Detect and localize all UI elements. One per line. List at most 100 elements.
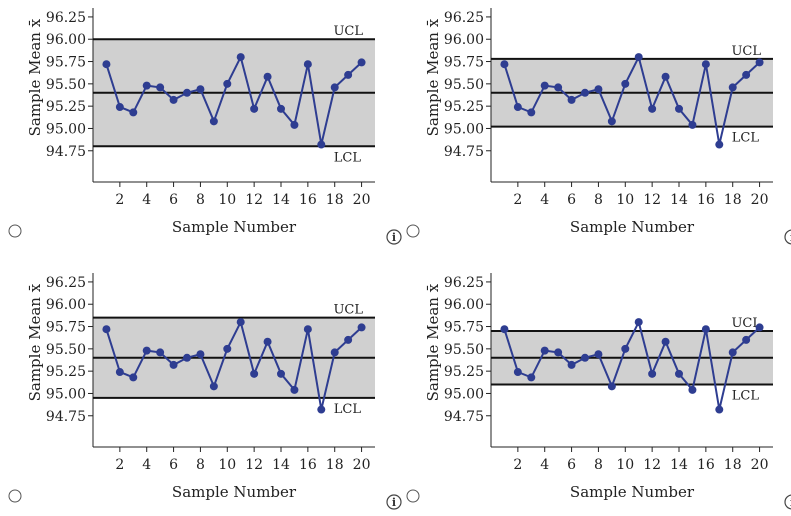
x-tick-label: 6 [169, 192, 178, 208]
x-tick-label: 10 [616, 192, 634, 208]
control-chart-4: UCL LCL 96.25 96.00 95.75 95.50 95.25 95.00 94.7… [424, 273, 773, 501]
data-point [277, 369, 285, 378]
x-tick-label: 10 [218, 192, 236, 208]
x-tick-label: 18 [326, 192, 344, 208]
data-point [688, 120, 697, 129]
y-tick-label: 95.50 [444, 342, 484, 358]
x-tick-label: 20 [353, 457, 371, 473]
data-point [236, 318, 245, 327]
info-icon[interactable]: i [386, 229, 402, 245]
data-point [357, 58, 366, 67]
x-tick-label: 8 [594, 192, 603, 208]
x-tick-label: 10 [218, 457, 236, 473]
data-point [169, 95, 178, 104]
data-point [250, 369, 259, 378]
data-point [634, 53, 643, 62]
y-tick-label: 94.75 [444, 409, 484, 425]
lcl-label: LCL [732, 389, 760, 404]
y-tick-label: 96.25 [444, 10, 484, 26]
answer-radio-1[interactable] [8, 224, 22, 238]
y-tick-label: 95.00 [444, 386, 484, 402]
info-icon-circle[interactable] [784, 494, 791, 510]
x-tick-label: 16 [697, 192, 715, 208]
answer-radio-2[interactable] [406, 224, 420, 238]
data-point [156, 83, 165, 92]
y-tick-label: 95.25 [46, 99, 86, 115]
x-tick-label: 8 [594, 457, 603, 473]
data-point [500, 325, 509, 334]
info-icon[interactable]: i [784, 494, 791, 510]
info-icon-glyph: i [392, 231, 396, 244]
data-point [263, 72, 272, 81]
x-tick-label: 18 [724, 192, 742, 208]
data-point [169, 360, 178, 369]
data-point [263, 337, 272, 346]
data-point [142, 346, 151, 355]
data-point [621, 344, 630, 353]
x-tick-label: 4 [540, 457, 549, 473]
info-icon[interactable]: i [386, 494, 402, 510]
x-axis-title: Sample Number [172, 483, 297, 501]
x-tick-label: 10 [616, 457, 634, 473]
x-tick-label: 6 [169, 457, 178, 473]
data-point [500, 60, 509, 69]
data-point [648, 369, 657, 378]
data-point [755, 58, 764, 67]
data-point [317, 405, 326, 414]
y-tick-label: 94.75 [46, 144, 86, 160]
y-tick-label: 94.75 [46, 409, 86, 425]
info-icon-circle[interactable] [784, 229, 791, 245]
lcl-label: LCL [732, 131, 760, 146]
y-tick-label: 95.75 [46, 55, 86, 71]
data-point [715, 405, 724, 414]
data-point [513, 368, 522, 377]
y-tick-label: 96.00 [444, 32, 484, 48]
info-icon-circle[interactable] [386, 494, 402, 510]
data-point [554, 83, 563, 92]
x-tick-label: 16 [299, 192, 317, 208]
info-icon-circle[interactable] [386, 229, 402, 245]
x-tick-label: 16 [299, 457, 317, 473]
data-point [102, 325, 111, 334]
data-point [581, 88, 589, 97]
data-point [728, 83, 737, 92]
data-point [209, 117, 218, 126]
data-point [129, 108, 138, 117]
data-point [701, 325, 710, 334]
y-tick-label: 95.50 [46, 342, 86, 358]
x-tick-label: 2 [115, 192, 124, 208]
data-point [317, 140, 326, 149]
data-point [661, 72, 670, 81]
info-icon[interactable]: i [784, 229, 791, 245]
data-point [129, 373, 138, 382]
data-point [344, 335, 353, 344]
x-tick-label: 18 [724, 457, 742, 473]
data-point [675, 104, 683, 113]
lcl-label: LCL [334, 150, 362, 165]
data-point [607, 382, 616, 391]
data-point [688, 385, 697, 394]
x-tick-label: 2 [513, 457, 522, 473]
data-point [303, 60, 312, 69]
data-point [554, 348, 563, 357]
data-point [330, 83, 339, 92]
data-point [648, 104, 657, 113]
data-point [701, 60, 710, 69]
data-point [567, 95, 576, 104]
x-tick-label: 14 [670, 457, 688, 473]
data-point [621, 79, 630, 88]
data-point [540, 346, 549, 355]
x-tick-label: 20 [353, 192, 371, 208]
x-tick-label: 4 [142, 192, 151, 208]
data-point [634, 318, 643, 327]
data-point [357, 323, 366, 332]
data-point [115, 368, 124, 377]
x-axis-title: Sample Number [570, 218, 695, 236]
answer-radio-4[interactable] [406, 489, 420, 503]
data-point [183, 88, 191, 97]
control-chart-2: UCL LCL 96.25 96.00 95.75 95.50 95.25 95.00 94.7… [424, 8, 773, 236]
ucl-label: UCL [333, 303, 363, 318]
answer-radio-3[interactable] [8, 489, 22, 503]
data-point [142, 81, 151, 90]
data-point [236, 53, 245, 62]
